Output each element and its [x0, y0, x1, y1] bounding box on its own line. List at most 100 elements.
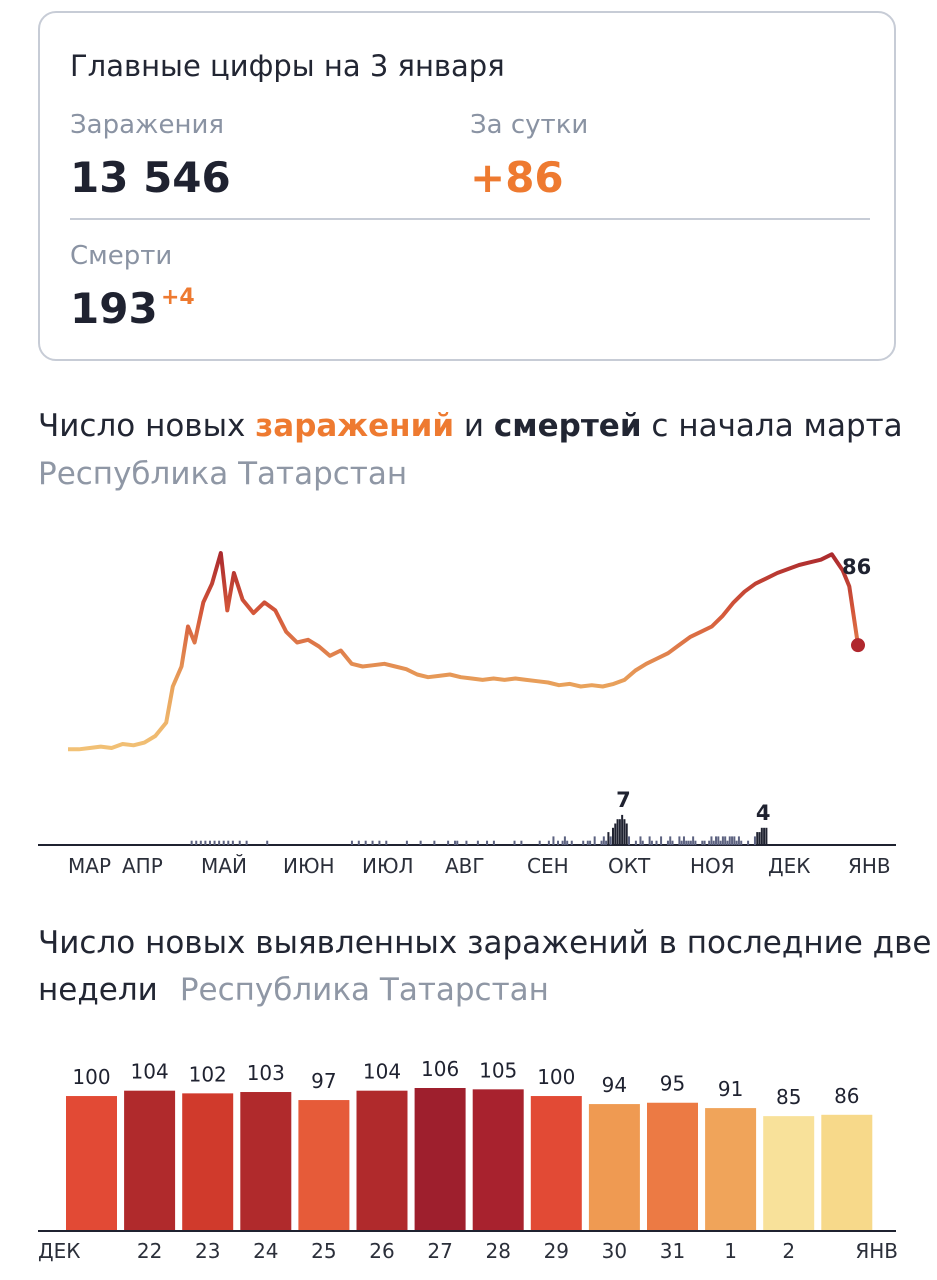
deaths-bar — [731, 836, 734, 845]
daily-bar-value: 102 — [189, 1062, 227, 1086]
chart1-x-tick: ДЕК — [768, 854, 810, 878]
deaths-bar — [747, 840, 750, 845]
chart1-x-tick: АПР — [122, 854, 163, 878]
deaths-bar — [726, 840, 729, 845]
chart2-x-tick: ЯНВ — [855, 1239, 898, 1263]
chart1-x-tick: ИЮН — [283, 854, 335, 878]
chart1-title-infections: заражений — [255, 408, 455, 444]
chart2-x-tick: 23 — [195, 1239, 220, 1263]
deaths-bar — [701, 840, 704, 845]
summary-title: Главные цифры на 3 января — [70, 49, 505, 83]
chart2-x-tick: 29 — [544, 1239, 569, 1263]
deaths-bar — [689, 840, 692, 845]
deaths-bar — [760, 827, 763, 845]
deaths-bar — [453, 840, 456, 845]
deaths-bar — [238, 840, 241, 845]
daily-bar — [414, 1088, 466, 1230]
deaths-bar — [447, 840, 450, 845]
deaths-bar — [685, 840, 688, 845]
daily-bar-value: 85 — [776, 1085, 801, 1109]
deaths-bar — [712, 840, 715, 845]
chart2-title-line2-wrap: недели Республика Татарстан — [38, 972, 549, 1008]
deaths-bar — [385, 840, 388, 845]
deaths-bar — [520, 840, 523, 845]
daily-bar-value: 106 — [421, 1057, 459, 1081]
daily-label: За сутки — [470, 110, 589, 140]
deaths-bar — [492, 840, 495, 845]
daily-bar — [588, 1104, 640, 1230]
deaths-bar — [231, 840, 234, 845]
deaths-bar — [628, 836, 631, 845]
deaths-bar — [605, 840, 608, 845]
daily-bar-value: 100 — [537, 1065, 575, 1089]
daily-bar — [705, 1108, 757, 1230]
deaths-bar — [582, 840, 585, 845]
daily-bar — [647, 1102, 698, 1230]
chart2-x-tick: 28 — [485, 1239, 510, 1263]
chart1-title-part1: Число новых — [38, 408, 256, 444]
deaths-bar — [758, 832, 761, 845]
chart2-x-tick: ДЕК — [38, 1239, 80, 1263]
deaths-bar — [669, 836, 672, 845]
daily-bar — [472, 1089, 524, 1230]
deaths-bar — [419, 840, 422, 845]
daily-value: +86 — [470, 153, 564, 202]
chart2-x-tick: 24 — [253, 1239, 278, 1263]
deaths-bar — [199, 840, 202, 845]
chart1-region: Республика Татарстан — [38, 456, 408, 492]
chart2-x-tick: 25 — [311, 1239, 336, 1263]
deaths-value: 193 — [70, 284, 158, 333]
deaths-bar — [611, 827, 614, 845]
chart1-x-tick: ИЮЛ — [362, 854, 414, 878]
deaths-bar — [561, 840, 564, 845]
deaths-bar — [763, 827, 766, 845]
daily-bar — [356, 1090, 408, 1230]
deaths-bar — [378, 840, 381, 845]
deaths-bar — [204, 840, 207, 845]
deaths-bar — [717, 836, 720, 845]
daily-bar-value: 104 — [131, 1060, 169, 1084]
deaths-bar — [547, 840, 550, 845]
deaths-bar — [465, 840, 468, 845]
deaths-bar — [634, 840, 637, 845]
deaths-bar — [710, 836, 713, 845]
deaths-bar — [195, 840, 198, 845]
deaths-bar — [593, 836, 596, 845]
deaths-bar — [357, 840, 360, 845]
deaths-bar — [671, 840, 674, 845]
daily-bar — [66, 1096, 117, 1230]
deaths-bar — [586, 840, 589, 845]
daily-bar-value: 100 — [72, 1065, 110, 1089]
chart2-title-line2: недели — [38, 972, 158, 1008]
chart2-x-tick: 26 — [369, 1239, 394, 1263]
deaths-peak-label: 7 — [616, 788, 631, 812]
deaths-bar — [623, 819, 626, 845]
deaths-bar — [609, 836, 612, 845]
deaths-bar — [728, 836, 731, 845]
daily-bar-value: 104 — [363, 1060, 401, 1084]
deaths-bar — [680, 840, 683, 845]
summary-card: Главные цифры на 3 января Заражения 13 5… — [38, 11, 896, 361]
deaths-bar — [456, 840, 459, 845]
deaths-bar — [715, 836, 718, 845]
deaths-bar — [616, 819, 619, 845]
deaths-bar — [364, 840, 367, 845]
deaths-bar — [719, 840, 722, 845]
chart1-x-tick: ОКТ — [608, 854, 651, 878]
deaths-bar — [655, 840, 658, 845]
chart2-x-tick: 2 — [782, 1239, 795, 1263]
infections-deaths-chart: 7 4 86 МАР АПР МАЙ ИЮН ИЮЛ АВГ СЕН ОКТ НОЯ ДЕК ЯНВ — [38, 551, 896, 878]
deaths-bar — [589, 840, 592, 845]
deaths-bar — [222, 840, 225, 845]
deaths-bar — [687, 840, 690, 845]
deaths-bar — [641, 840, 644, 845]
infections-last-point — [851, 638, 865, 653]
deaths-bar — [650, 840, 653, 845]
deaths-bar — [405, 840, 408, 845]
deaths-bar — [648, 836, 651, 845]
deaths-bar — [557, 840, 560, 845]
chart2-x-tick: 22 — [137, 1239, 162, 1263]
chart1-x-tick: СЕН — [527, 854, 569, 878]
daily-bar-value: 105 — [479, 1058, 517, 1082]
deaths-bar — [566, 840, 569, 845]
